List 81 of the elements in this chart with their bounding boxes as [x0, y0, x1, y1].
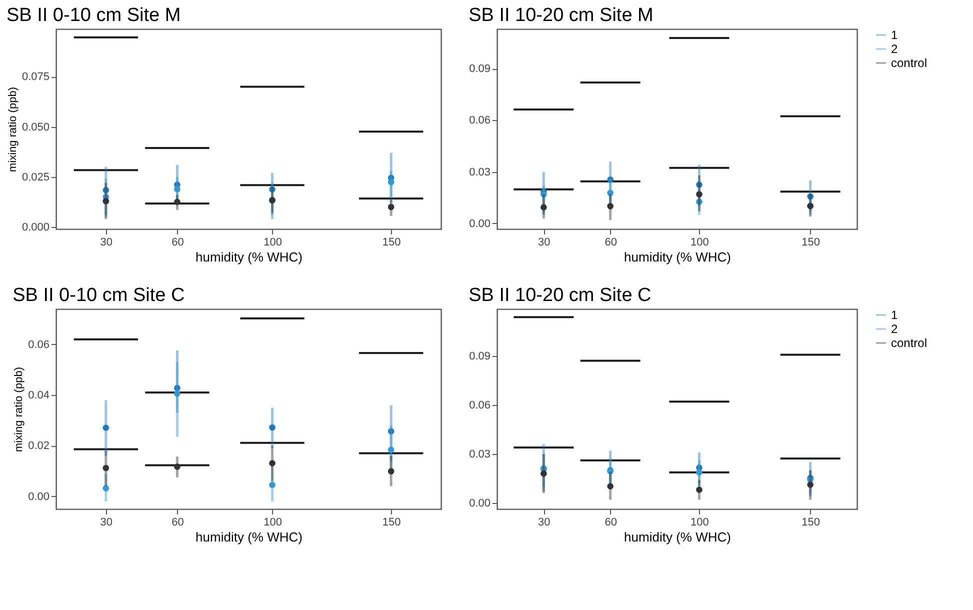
text: control: [891, 336, 928, 350]
x-axis-title: humidity (% WHC): [624, 530, 731, 544]
point: [269, 186, 276, 192]
point: [388, 468, 394, 474]
point: [102, 464, 110, 472]
point: [807, 482, 814, 488]
x-tick-label: 100: [264, 516, 282, 528]
y-tick-label: 0.06: [469, 114, 490, 127]
x-tick-label: 30: [538, 516, 550, 528]
point: [696, 198, 702, 205]
y-tick-label: 0.03: [469, 448, 490, 460]
chart-title: SB II 0-10 cm Site C: [12, 285, 185, 306]
point: [269, 482, 276, 488]
point: [269, 424, 276, 431]
x-tick-label: 60: [172, 236, 184, 248]
chart-title: SB II 0-10 cm Site M: [6, 5, 181, 26]
y-axis-title: mixing ratio (ppb): [6, 87, 19, 172]
point: [388, 204, 394, 210]
point: [540, 191, 547, 198]
y-tick-label: 0.09: [469, 350, 490, 363]
point: [102, 424, 110, 431]
text: 1: [891, 28, 898, 42]
point: [540, 470, 547, 477]
point: [388, 178, 394, 186]
y-tick-label: 0.050: [22, 121, 50, 134]
x-tick-label: 100: [264, 236, 282, 248]
legend-label: 2: [891, 322, 898, 336]
x-tick-label: 150: [382, 236, 401, 248]
x-tick-label: 100: [690, 516, 709, 528]
chart-title: SB II 10-20 cm Site M: [468, 5, 654, 26]
y-tick-label: 0.00: [469, 497, 490, 510]
y-tick-label: 0.075: [22, 71, 50, 84]
y-tick-label: 0.04: [28, 390, 50, 402]
y-tick-label: 0.06: [469, 400, 490, 412]
text: 2: [891, 42, 898, 56]
x-tick-label: 60: [604, 236, 617, 248]
y-tick-label: 0.03: [469, 166, 490, 178]
x-tick-label: 30: [100, 516, 113, 528]
point: [607, 483, 614, 490]
y-tick-label: 0.00: [28, 490, 50, 503]
x-tick-label: 150: [802, 236, 820, 248]
point: [696, 182, 702, 188]
point: [388, 428, 394, 434]
point: [174, 464, 180, 470]
x-tick-label: 150: [802, 516, 820, 528]
y-tick-label: 0.06: [28, 338, 50, 351]
y-tick-label: 0.02: [28, 440, 50, 452]
point: [174, 384, 180, 392]
point: [696, 469, 702, 476]
point: [174, 390, 180, 397]
point: [102, 198, 110, 204]
x-tick-label: 60: [604, 516, 617, 528]
y-tick-label: 0.00: [469, 218, 490, 230]
point: [607, 190, 614, 196]
x-axis-title: humidity (% WHC): [196, 250, 302, 264]
x-tick-label: 60: [172, 516, 184, 528]
point: [607, 202, 614, 210]
point: [102, 485, 110, 492]
point: [696, 191, 702, 198]
point: [696, 486, 702, 493]
point: [102, 186, 110, 194]
point: [807, 193, 814, 200]
point: [388, 446, 394, 453]
point: [269, 460, 276, 466]
y-axis-title: mixing ratio (ppb): [13, 367, 26, 452]
legend-label: 1: [891, 308, 898, 322]
legend-label: control: [891, 56, 928, 70]
x-tick-label: 30: [100, 236, 113, 248]
x-tick-label: 30: [538, 236, 550, 248]
y-tick-label: 0.09: [469, 63, 490, 76]
y-tick-label: 0.025: [22, 171, 50, 184]
x-tick-label: 150: [382, 516, 401, 528]
point: [174, 186, 180, 192]
x-tick-label: 100: [690, 236, 709, 248]
chart-title: SB II 10-20 cm Site C: [468, 285, 652, 306]
point: [607, 176, 614, 183]
x-axis-title: humidity (% WHC): [624, 250, 731, 264]
y-tick-label: 0.000: [22, 221, 50, 234]
x-axis-title: humidity (% WHC): [196, 530, 302, 544]
point: [540, 204, 547, 210]
point: [174, 198, 180, 206]
